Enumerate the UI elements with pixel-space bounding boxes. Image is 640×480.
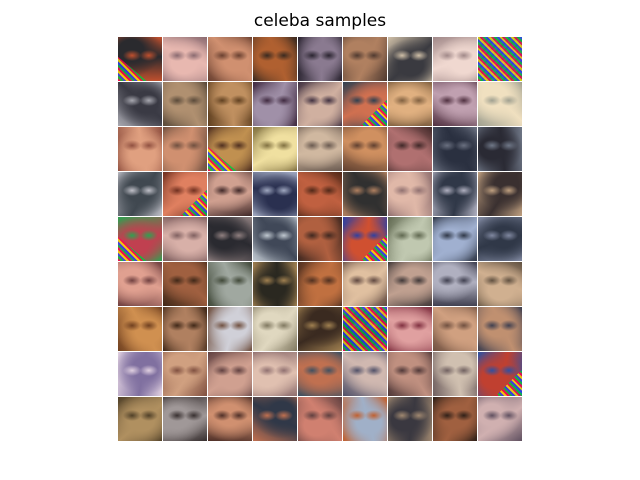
sample-image-tile bbox=[433, 397, 477, 441]
sample-image-tile bbox=[163, 127, 207, 171]
sample-image-tile bbox=[163, 352, 207, 396]
sample-image-tile bbox=[253, 172, 297, 216]
sample-image-tile bbox=[163, 262, 207, 306]
sample-image-tile bbox=[163, 307, 207, 351]
sample-image-tile bbox=[298, 352, 342, 396]
sample-image-tile bbox=[478, 262, 522, 306]
sample-image-tile bbox=[343, 307, 387, 351]
sample-grid bbox=[118, 37, 522, 441]
sample-image-tile bbox=[253, 37, 297, 81]
sample-image-tile bbox=[478, 217, 522, 261]
sample-image-tile bbox=[433, 82, 477, 126]
sample-image-tile bbox=[388, 217, 432, 261]
sample-image-tile bbox=[253, 82, 297, 126]
sample-image-tile bbox=[343, 82, 387, 126]
sample-image-tile bbox=[118, 262, 162, 306]
sample-image-tile bbox=[253, 307, 297, 351]
sample-image-tile bbox=[298, 82, 342, 126]
sample-image-tile bbox=[298, 217, 342, 261]
sample-image-tile bbox=[163, 217, 207, 261]
sample-image-tile bbox=[343, 262, 387, 306]
sample-image-tile bbox=[433, 352, 477, 396]
sample-image-tile bbox=[478, 172, 522, 216]
sample-image-tile bbox=[298, 37, 342, 81]
sample-image-tile bbox=[208, 262, 252, 306]
sample-image-tile bbox=[478, 307, 522, 351]
sample-image-tile bbox=[478, 397, 522, 441]
sample-image-tile bbox=[208, 397, 252, 441]
figure-title: celeba samples bbox=[253, 11, 387, 31]
sample-image-tile bbox=[298, 127, 342, 171]
sample-image-tile bbox=[298, 172, 342, 216]
sample-image-tile bbox=[118, 172, 162, 216]
sample-image-tile bbox=[118, 397, 162, 441]
sample-image-tile bbox=[163, 397, 207, 441]
sample-image-tile bbox=[208, 172, 252, 216]
sample-image-tile bbox=[343, 397, 387, 441]
sample-image-tile bbox=[478, 82, 522, 126]
sample-image-tile bbox=[298, 397, 342, 441]
sample-image-tile bbox=[118, 82, 162, 126]
sample-image-tile bbox=[343, 172, 387, 216]
sample-image-tile bbox=[388, 37, 432, 81]
sample-image-tile bbox=[118, 307, 162, 351]
sample-image-tile bbox=[343, 217, 387, 261]
sample-image-tile bbox=[163, 172, 207, 216]
sample-image-tile bbox=[208, 307, 252, 351]
sample-image-tile bbox=[253, 397, 297, 441]
sample-image-tile bbox=[433, 217, 477, 261]
sample-image-tile bbox=[118, 217, 162, 261]
sample-image-tile bbox=[253, 127, 297, 171]
sample-image-tile bbox=[388, 262, 432, 306]
sample-image-tile bbox=[388, 352, 432, 396]
sample-image-tile bbox=[118, 127, 162, 171]
sample-image-tile bbox=[433, 262, 477, 306]
sample-image-tile bbox=[343, 352, 387, 396]
sample-image-tile bbox=[433, 172, 477, 216]
sample-image-tile bbox=[163, 37, 207, 81]
sample-image-tile bbox=[388, 172, 432, 216]
sample-image-tile bbox=[343, 127, 387, 171]
sample-image-tile bbox=[388, 127, 432, 171]
sample-image-tile bbox=[208, 82, 252, 126]
sample-image-tile bbox=[433, 37, 477, 81]
sample-image-tile bbox=[118, 37, 162, 81]
sample-image-tile bbox=[118, 352, 162, 396]
sample-image-tile bbox=[388, 82, 432, 126]
sample-image-tile bbox=[478, 127, 522, 171]
sample-image-tile bbox=[478, 352, 522, 396]
sample-image-tile bbox=[208, 217, 252, 261]
sample-image-tile bbox=[298, 262, 342, 306]
sample-image-tile bbox=[388, 307, 432, 351]
sample-image-tile bbox=[253, 217, 297, 261]
sample-image-tile bbox=[208, 352, 252, 396]
sample-image-tile bbox=[253, 352, 297, 396]
sample-image-tile bbox=[433, 127, 477, 171]
sample-image-tile bbox=[208, 37, 252, 81]
sample-image-tile bbox=[433, 307, 477, 351]
sample-image-tile bbox=[343, 37, 387, 81]
sample-image-tile bbox=[253, 262, 297, 306]
sample-image-tile bbox=[208, 127, 252, 171]
sample-image-tile bbox=[163, 82, 207, 126]
sample-image-tile bbox=[298, 307, 342, 351]
sample-image-tile bbox=[388, 397, 432, 441]
sample-image-tile bbox=[478, 37, 522, 81]
